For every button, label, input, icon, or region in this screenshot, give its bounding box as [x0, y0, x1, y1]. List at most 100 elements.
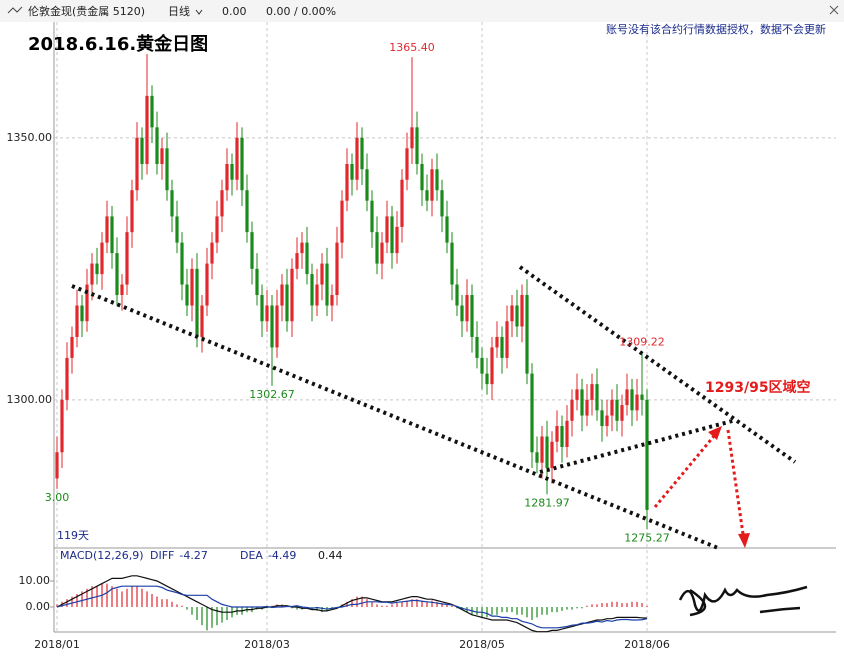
candle-body	[335, 242, 339, 296]
y-tick-label: 1350.00	[7, 131, 53, 144]
price-annotation: 3.00	[45, 491, 70, 504]
candle-body	[210, 242, 214, 264]
candle-body	[305, 242, 309, 275]
candle-body	[275, 305, 279, 348]
x-tick-label: 2018/05	[459, 638, 505, 651]
candle-body	[250, 232, 254, 269]
chevron	[195, 9, 203, 15]
candle-body	[505, 321, 509, 358]
candle-body	[570, 399, 574, 421]
candle-body	[295, 253, 299, 269]
arrow-head	[738, 533, 750, 548]
candle-body	[330, 295, 334, 306]
candle-body	[55, 452, 59, 479]
candle-body	[630, 389, 634, 411]
candle-body	[460, 305, 464, 322]
candle-body	[415, 127, 419, 165]
candle-body	[90, 263, 94, 285]
candle-body	[320, 263, 324, 285]
candle-body	[615, 399, 619, 421]
candle-body	[255, 268, 259, 296]
candle-body	[620, 405, 624, 421]
candle-body	[530, 373, 534, 453]
candle-body	[120, 284, 124, 296]
legend-value: -4.49	[268, 549, 296, 562]
arrow-head	[708, 426, 722, 440]
candle-body	[420, 164, 424, 191]
candle-body	[475, 336, 479, 358]
candle-body	[600, 410, 604, 427]
y-tick-label: 0.00	[26, 600, 51, 613]
candle-body	[95, 263, 99, 275]
legend-name: DEA	[240, 549, 263, 562]
candle-body	[175, 216, 179, 243]
candle-body	[385, 216, 389, 243]
candle-body	[395, 226, 399, 254]
candle-body	[610, 399, 614, 416]
candle-body	[100, 242, 104, 275]
candle-body	[490, 347, 494, 385]
icon	[7, 6, 23, 14]
candle-body	[465, 295, 469, 322]
close-button[interactable]	[829, 5, 839, 15]
price-annotation: 1275.27	[624, 531, 670, 544]
candle-body	[515, 305, 519, 327]
x-tick-label: 2018/01	[34, 638, 80, 651]
candle-body	[425, 190, 429, 201]
chart-title: 2018.6.16.黄金日图	[28, 33, 208, 55]
candle-body	[160, 148, 164, 165]
y-tick-label: 10.00	[19, 574, 51, 587]
candle-body	[365, 169, 369, 201]
candle-body	[350, 164, 354, 180]
candle-body	[410, 127, 414, 149]
candle-body	[145, 95, 149, 165]
candle-body	[230, 164, 234, 180]
candle-body	[110, 216, 114, 254]
candle-body	[645, 399, 649, 510]
candle-body	[235, 137, 239, 180]
candle-body	[375, 232, 379, 264]
candle-body	[70, 336, 74, 358]
candle-body	[480, 357, 484, 374]
candle-body	[155, 127, 159, 165]
candle-body	[585, 399, 589, 416]
candle-body	[360, 137, 364, 170]
candle-body	[310, 274, 314, 306]
candle-body	[150, 95, 154, 128]
candle-body	[165, 148, 169, 191]
macd-line	[56, 575, 648, 633]
candle-body	[200, 305, 204, 337]
candle-body	[285, 284, 289, 322]
candle-body	[260, 295, 264, 322]
candle-body	[240, 137, 244, 191]
notice: 账号没有该合约行情数据授权，数据不会更新	[606, 22, 826, 36]
candle-body	[605, 415, 609, 427]
period[interactable]: 日线	[168, 4, 190, 18]
candle-body	[430, 169, 434, 201]
legend-name: DIFF	[150, 549, 174, 562]
candle-body	[115, 253, 119, 296]
candle-body	[625, 389, 629, 406]
candle-body	[215, 216, 219, 243]
day-count: 119天	[57, 529, 89, 542]
candle-body	[245, 190, 249, 233]
candle-body	[500, 336, 504, 358]
trend-line	[518, 265, 797, 464]
candle-body	[440, 190, 444, 217]
candle-body	[525, 295, 529, 374]
candle-body	[170, 190, 174, 217]
legend-value: -4.27	[179, 549, 207, 562]
candle-body	[565, 420, 569, 448]
candle-body	[325, 263, 329, 306]
candle-body	[555, 426, 559, 442]
price-annotation: 1365.40	[389, 41, 435, 54]
candle-body	[60, 399, 64, 453]
candle-body	[340, 200, 344, 243]
candle-body	[315, 284, 319, 306]
candle-body	[595, 384, 599, 411]
candle-body	[300, 242, 304, 254]
candle-body	[180, 242, 184, 285]
change: 0.00 / 0.00%	[266, 5, 336, 18]
candle-body	[520, 295, 524, 327]
